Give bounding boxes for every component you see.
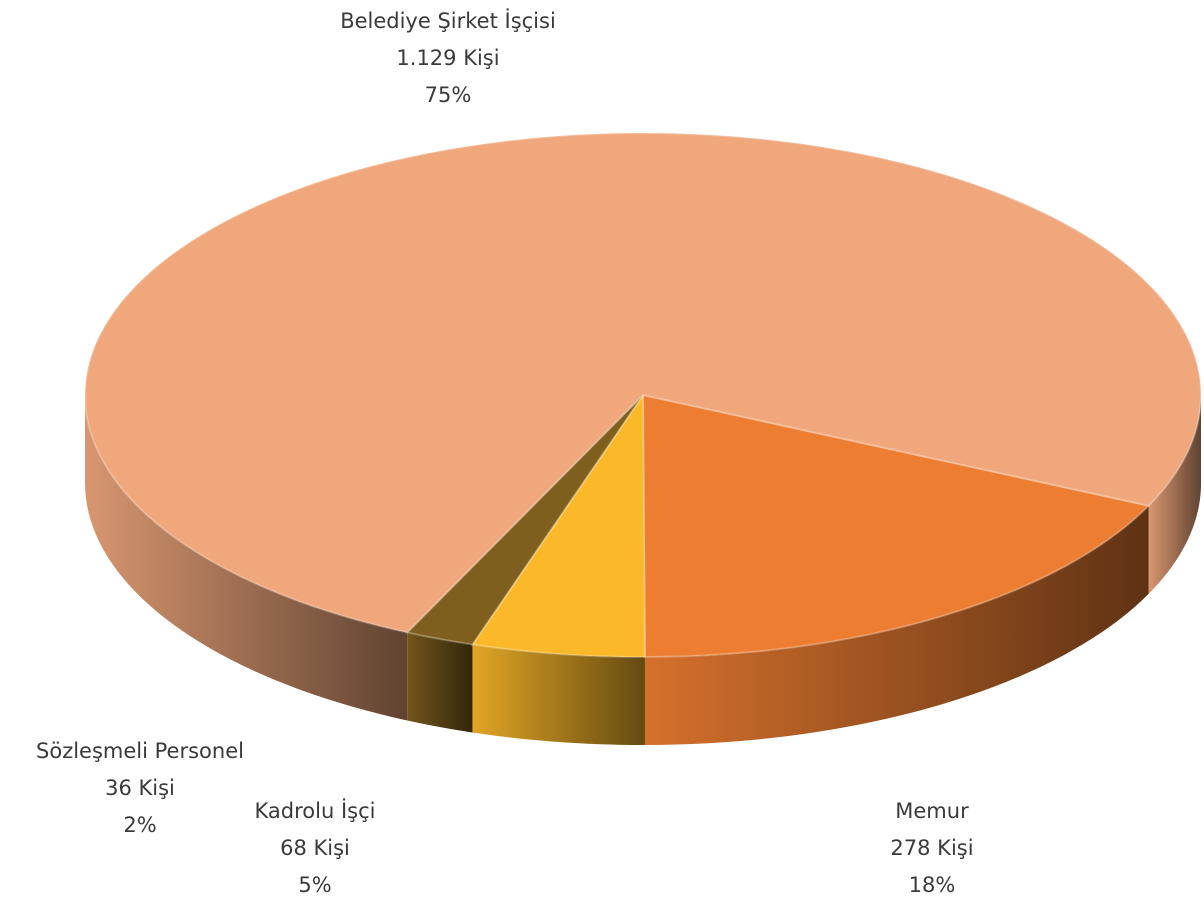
slice (470, 391, 646, 658)
percent-label: 75% (425, 83, 472, 107)
slice-side-shade (472, 644, 645, 745)
count-label: 278 Kişi (890, 836, 973, 860)
category-label: Belediye Şirket İşçisi (340, 8, 556, 33)
slice-side-shade (644, 505, 1149, 745)
percent-label: 5% (298, 873, 331, 897)
count-label: 1.129 Kişi (396, 46, 499, 70)
percent-label: 2% (123, 813, 156, 837)
category-label: Memur (895, 799, 969, 823)
pie-tops (84, 132, 1202, 658)
slice (405, 394, 644, 646)
slice-side-shade (407, 632, 473, 733)
slice (641, 393, 1151, 658)
category-label: Kadrolu İşçi (255, 798, 376, 823)
slice-side-shade (1148, 395, 1201, 594)
data-labels: Memur 278 Kişi 18% Kadrolu İşçi 68 Kişi 5% Söz… (36, 8, 974, 897)
slice-side-shade (85, 395, 408, 721)
percent-label: 18% (909, 873, 956, 897)
count-label: 68 Kişi (280, 836, 350, 860)
category-label: Sözleşmeli Personel (36, 739, 244, 763)
pie-sides (85, 395, 1201, 745)
count-label: 36 Kişi (105, 776, 175, 800)
slice (84, 132, 1202, 634)
